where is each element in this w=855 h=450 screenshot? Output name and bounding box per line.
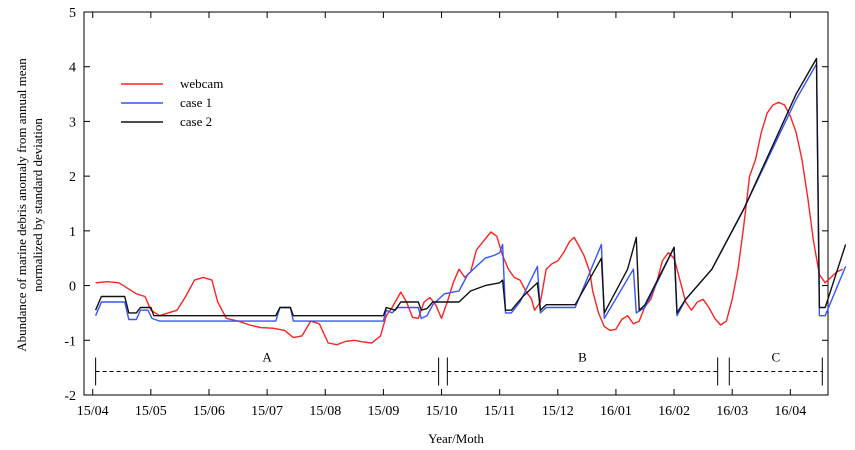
y-tick-label: 0 [69,280,76,295]
y-tick-label: -2 [64,389,76,404]
x-axis-ticks: 15/04 15/05 15/06 15/07 15/08 15/09 15/10 15/11… [77,12,806,419]
period-markers: A B C [95,349,823,386]
y-tick-label: 2 [69,170,76,185]
x-tick-label: 16/04 [774,404,806,419]
legend: webcam case 1 case 2 [121,76,223,129]
legend-label-case-1: case 1 [180,95,212,110]
series-webcam-line [95,101,843,346]
x-tick-label: 15/10 [426,404,458,419]
y-axis-title-line-2: normalized by standard deviation [30,118,45,292]
plot-frame [83,11,829,396]
x-axis-title: Year/Moth [428,431,484,446]
y-tick-label: -1 [64,334,76,349]
y-tick-label: 1 [69,225,76,240]
period-b-label: B [578,349,587,364]
x-tick-label: 15/04 [77,404,109,419]
period-a-label: A [262,349,272,364]
y-tick-label: 4 [69,61,76,76]
legend-label-case-2: case 2 [180,114,212,129]
x-tick-label: 15/09 [367,404,399,419]
x-tick-label: 16/03 [716,404,748,419]
legend-label-webcam: webcam [180,76,223,91]
x-tick-label: 15/11 [484,404,515,419]
x-tick-label: 15/05 [135,404,167,419]
x-tick-label: 16/01 [600,404,632,419]
x-tick-label: 15/07 [251,404,283,419]
x-tick-label: 16/02 [658,404,690,419]
x-tick-label: 15/06 [193,404,225,419]
series-case-2-line [94,57,847,317]
y-tick-label: 5 [69,6,76,21]
y-tick-label: 3 [69,115,76,130]
series-lines [94,57,847,346]
period-c-label: C [771,349,780,364]
y-axis-title-line-1: Abundance of marine debris anomaly from … [14,58,29,352]
x-tick-label: 15/12 [542,404,574,419]
y-axis-ticks: -2 -1 0 1 2 3 4 5 [64,6,828,404]
x-tick-label: 15/08 [309,404,341,419]
